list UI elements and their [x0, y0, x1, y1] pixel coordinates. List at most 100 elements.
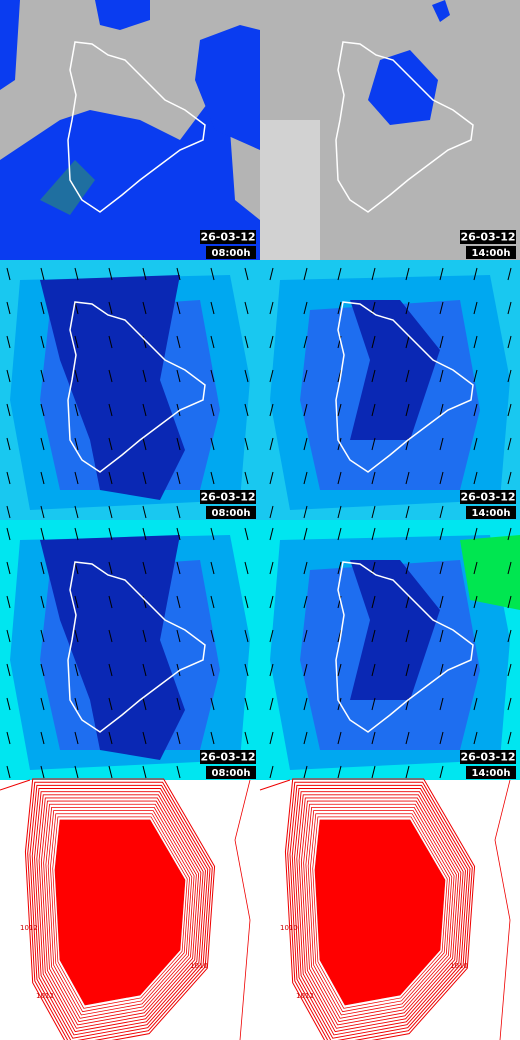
wind-arrow	[303, 437, 308, 451]
pressure-panel: 1012 1010 1010	[259, 778, 511, 1040]
wind-arrow	[142, 369, 147, 383]
wind-arrow	[473, 369, 478, 383]
isobar	[24, 778, 216, 1040]
island-outline	[335, 41, 474, 213]
isobar	[38, 797, 202, 1029]
island-outline	[67, 561, 206, 733]
wind-arrow	[108, 335, 113, 349]
wind-arrow	[74, 697, 79, 711]
date-label: 26-03-12	[200, 491, 255, 504]
wind-arrow	[269, 403, 274, 417]
wind-arrow	[176, 505, 181, 519]
wind-arrow	[473, 629, 478, 643]
wind-arrow	[142, 527, 147, 541]
wind-arrow	[507, 663, 512, 677]
wind-arrow	[337, 697, 342, 711]
wind-arrow	[6, 663, 11, 677]
wind-arrow	[405, 527, 410, 541]
wind-arrow	[507, 731, 512, 745]
contour-label: 1010	[190, 962, 208, 970]
wind-arrow	[507, 561, 512, 575]
wind-arrow	[74, 527, 79, 541]
wind-arrow	[303, 697, 308, 711]
wind-arrow	[337, 765, 342, 779]
wind-arrow	[6, 267, 11, 281]
wind-arrow	[40, 301, 45, 315]
wind-arrow	[74, 663, 79, 677]
wind-arrow	[507, 369, 512, 383]
wind-arrow	[405, 629, 410, 643]
wind-arrow	[176, 267, 181, 281]
time-label: 08:00h	[212, 508, 251, 519]
isobar	[307, 810, 453, 1016]
wind-arrow	[6, 765, 11, 779]
wind-arrow	[269, 663, 274, 677]
wind-arrow	[210, 403, 215, 417]
island-outline	[67, 41, 206, 213]
date-box	[200, 490, 256, 504]
wind-arrow	[473, 335, 478, 349]
isobar	[0, 779, 31, 791]
wind-arrow	[439, 301, 444, 315]
isobar	[300, 800, 460, 1026]
wind-arrow	[210, 697, 215, 711]
wind-arrow	[210, 471, 215, 485]
wind-arrow	[6, 335, 11, 349]
wind-arrow	[40, 369, 45, 383]
wind-arrow	[176, 731, 181, 745]
wind-arrow	[210, 629, 215, 643]
wind-arrow	[108, 471, 113, 485]
wind-arrow	[337, 663, 342, 677]
wind-arrow	[142, 629, 147, 643]
isobar	[234, 779, 251, 1040]
date-label: 26-03-12	[460, 231, 515, 244]
wind-arrow	[405, 595, 410, 609]
wind-arrow	[40, 697, 45, 711]
wind-arrow	[74, 267, 79, 281]
wind-arrow	[439, 663, 444, 677]
contour-label: 1012	[20, 924, 38, 932]
wind-arrow	[176, 629, 181, 643]
wind-arrow	[439, 369, 444, 383]
wind-arrow	[269, 267, 274, 281]
wind-arrow	[439, 697, 444, 711]
wind-arrow	[6, 369, 11, 383]
wind-arrow	[244, 369, 249, 383]
precip-panel	[260, 0, 520, 260]
wind-arrow	[303, 505, 308, 519]
wind-arrow	[40, 561, 45, 575]
wind-arrow	[337, 301, 342, 315]
wind-arrow	[371, 505, 376, 519]
wind-arrow	[244, 663, 249, 677]
wind-arrow	[507, 267, 512, 281]
wind-arrow	[40, 505, 45, 519]
wind-arrow	[303, 335, 308, 349]
rain-area	[195, 25, 260, 150]
wind-arrow	[405, 765, 410, 779]
wind-arrow	[40, 731, 45, 745]
island-outline	[67, 301, 206, 473]
isobar	[27, 781, 213, 1040]
date-box	[200, 750, 256, 764]
wind-arrow	[473, 471, 478, 485]
wind-arrow	[244, 471, 249, 485]
wind-arrow	[176, 663, 181, 677]
isobar	[289, 784, 471, 1040]
wind-arrow	[40, 629, 45, 643]
wind-arrow	[405, 561, 410, 575]
wind-arrow	[303, 731, 308, 745]
wind-arrow	[176, 301, 181, 315]
wind-arrow	[269, 301, 274, 315]
wind-arrow	[176, 765, 181, 779]
wind-arrow	[439, 403, 444, 417]
wind-arrow	[439, 267, 444, 281]
wind-arrow	[405, 369, 410, 383]
wind-arrow	[142, 267, 147, 281]
time-box	[466, 506, 516, 519]
isobar	[50, 813, 190, 1013]
wind-panel	[260, 520, 520, 780]
wind-arrow	[507, 595, 512, 609]
time-label: 08:00h	[212, 248, 251, 259]
